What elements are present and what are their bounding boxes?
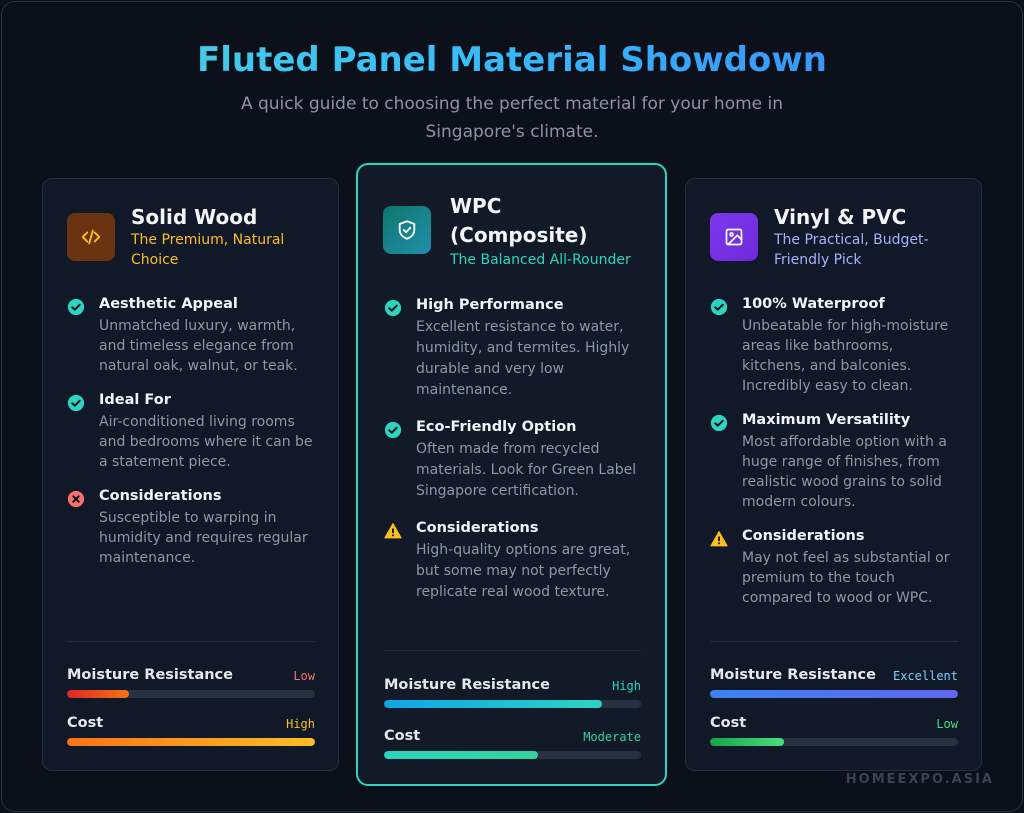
feature-desc: Air-conditioned living rooms and bedroom… [99,414,313,470]
cost-bar-fill [710,738,785,746]
feature-desc: Susceptible to warping in humidity and r… [99,510,308,566]
brand-watermark: HOMEEXPO.ASIA [845,772,994,787]
warning-icon [710,531,728,547]
feature-desc: May not feel as substantial or premium t… [742,550,950,606]
feature-desc: Excellent resistance to water, humidity,… [416,319,630,398]
divider [384,650,641,651]
check-circle-icon [384,299,402,317]
card-tagline: The Premium, Natural Choice [131,232,285,268]
cost-bar [710,738,958,746]
cost-bar-fill [384,751,539,759]
feature-title: Considerations [742,528,865,544]
feature-desc: Unmatched luxury, warmth, and timeless e… [99,318,298,374]
cost-bar [67,738,315,746]
metric-value: Excellent [892,669,958,683]
metric-label: Cost [67,715,104,731]
check-circle-icon [67,394,85,412]
metric-value: High [612,679,641,693]
feature-title: Ideal For [99,392,171,408]
feature-desc: Unbeatable for high-moisture areas like … [742,318,949,394]
feature-desc: Often made from recycled materials. Look… [416,441,637,499]
metric-label: Moisture Resistance [384,677,550,693]
feature-title: Maximum Versatility [742,412,911,428]
metric-value: Low [936,717,958,731]
cost-bar [384,751,641,759]
metric-label: Moisture Resistance [67,667,233,683]
metric-value: High [286,717,315,731]
card-title: WPC (Composite) [450,194,588,247]
moisture-bar [67,690,315,698]
feature-title: High Performance [416,297,564,313]
card-tagline: The Practical, Budget-Friendly Pick [774,232,929,268]
feature-title: 100% Waterproof [742,296,885,312]
check-circle-icon [67,298,85,316]
cost-bar-fill [67,738,315,746]
feature-title: Eco-Friendly Option [416,419,577,435]
image-icon [710,213,758,261]
feature-title: Aesthetic Appeal [99,296,238,312]
feature-desc: High-quality options are great, but some… [416,542,631,600]
code-icon [67,213,115,261]
moisture-bar-fill [384,700,603,708]
divider [710,641,958,642]
check-circle-icon [710,298,728,316]
check-circle-icon [384,421,402,439]
card-title: Solid Wood [131,205,258,229]
check-circle-icon [710,414,728,432]
card-solid-wood: Solid Wood The Premium, Natural Choice A… [42,178,339,771]
x-circle-icon [67,490,85,508]
card-tagline: The Balanced All-Rounder [450,252,631,268]
card-title: Vinyl & PVC [774,205,907,229]
page-title: Fluted Panel Material Showdown [0,40,1024,80]
warning-icon [384,523,402,539]
page-subtitle: A quick guide to choosing the perfect ma… [240,94,784,142]
moisture-bar-fill [710,690,958,698]
metric-label: Cost [710,715,747,731]
moisture-bar [710,690,958,698]
feature-title: Considerations [416,520,539,536]
moisture-bar [384,700,641,708]
moisture-bar-fill [67,690,129,698]
feature-title: Considerations [99,488,222,504]
card-vinyl-pvc: Vinyl & PVC The Practical, Budget-Friend… [685,178,982,771]
metric-label: Moisture Resistance [710,667,876,683]
divider [67,641,315,642]
metric-value: Moderate [583,730,641,744]
shield-check-icon [383,206,431,254]
feature-desc: Most affordable option with a huge range… [742,434,947,510]
card-wpc: WPC (Composite) The Balanced All-Rounder… [356,163,667,786]
metric-value: Low [293,669,315,683]
metric-label: Cost [384,728,421,744]
